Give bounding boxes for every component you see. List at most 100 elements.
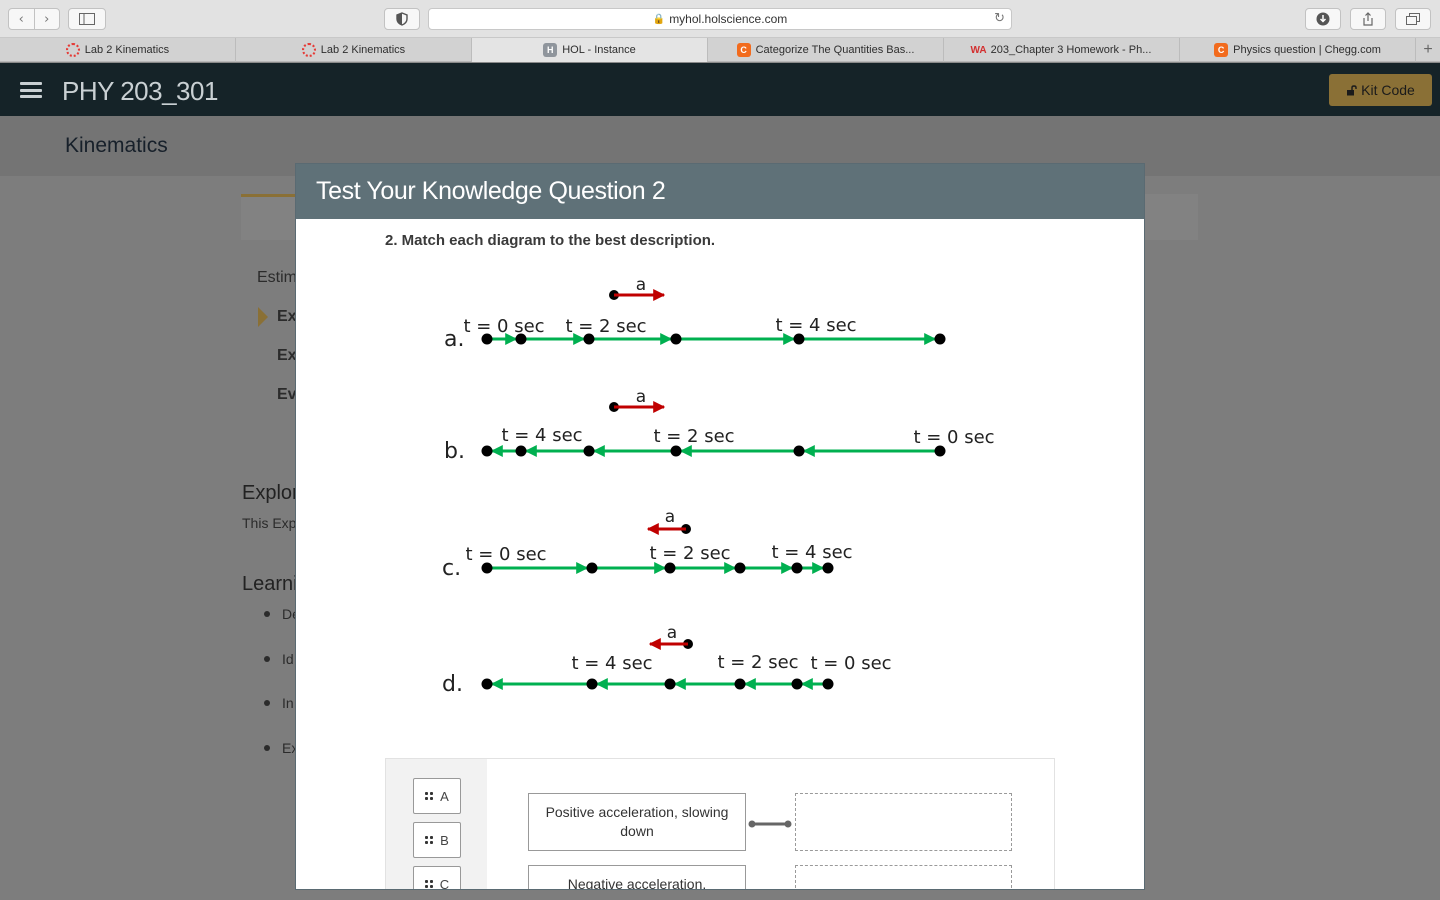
- position-dot: [515, 445, 527, 457]
- share-icon[interactable]: [1350, 8, 1386, 30]
- modal-title: Test Your Knowledge Question 2: [316, 177, 666, 205]
- motion-diagram-a: a. a t = 0 sec t = 2 sec t = 4 sec: [444, 275, 946, 352]
- browser-tab[interactable]: WA 203_Chapter 3 Homework - Ph...: [944, 38, 1180, 62]
- time-label: t = 2 sec: [565, 316, 646, 337]
- time-label: t = 4 sec: [775, 315, 856, 336]
- browser-tab[interactable]: C Categorize The Quantities Bas...: [708, 38, 944, 62]
- learning-item: Ex: [282, 740, 299, 756]
- choice-chip-a[interactable]: A: [413, 778, 461, 814]
- favicon-icon: [65, 43, 80, 57]
- choice-bank: A B C: [386, 759, 487, 890]
- motion-diagram-c: c. a t = 0 sec t = 2 sec t = 4 sec: [442, 507, 853, 581]
- bullet-icon: [264, 745, 270, 751]
- download-icon[interactable]: [1305, 8, 1341, 30]
- section-title: Kinematics: [65, 134, 168, 157]
- question-modal: Test Your Knowledge Question 2 2. Match …: [295, 163, 1145, 890]
- position-dot: [734, 678, 746, 690]
- drag-handle-icon: [425, 792, 434, 800]
- hamburger-menu-icon[interactable]: [20, 82, 42, 98]
- position-dot: [822, 562, 834, 574]
- time-label: t = 2 sec: [653, 426, 734, 447]
- time-label: t = 4 sec: [501, 425, 582, 446]
- time-label: t = 4 sec: [571, 653, 652, 674]
- browser-toolbar: ‹ › 🔒 myhol.holscience.com ↻: [0, 0, 1440, 38]
- nav-item-ev[interactable]: Ev: [277, 386, 297, 403]
- choice-label: C: [439, 876, 450, 890]
- tab-label: Physics question | Chegg.com: [1233, 44, 1381, 56]
- diagram-letter: a.: [444, 327, 464, 352]
- learning-item: Id: [282, 651, 294, 667]
- explore-text: This Exp: [242, 515, 297, 531]
- nav-item-estimate[interactable]: Estim: [257, 269, 297, 286]
- back-button[interactable]: ‹: [9, 9, 35, 29]
- position-dot: [664, 678, 676, 690]
- unlock-icon: [1347, 85, 1357, 96]
- tabs-overview-icon[interactable]: [1395, 8, 1431, 30]
- favicon-icon: [301, 43, 316, 57]
- diagram-letter: b.: [444, 439, 465, 464]
- bullet-icon: [264, 611, 270, 617]
- position-dot: [586, 562, 598, 574]
- position-dot: [734, 562, 746, 574]
- choice-chip-b[interactable]: B: [413, 822, 461, 858]
- description-box: Positive acceleration, slowing down: [528, 793, 746, 851]
- tab-bar: Lab 2 Kinematics Lab 2 Kinematics H HOL - I…: [0, 38, 1440, 62]
- reload-icon[interactable]: ↻: [994, 11, 1005, 26]
- drop-zone[interactable]: [795, 865, 1012, 889]
- tab-label: Lab 2 Kinematics: [320, 44, 406, 56]
- nav-item-ex1[interactable]: Ex: [277, 308, 297, 325]
- kit-code-button[interactable]: Kit Code: [1329, 74, 1432, 106]
- acceleration-label: a: [665, 507, 675, 527]
- diagram-letter: c.: [442, 556, 461, 581]
- new-tab-button[interactable]: +: [1423, 40, 1433, 58]
- position-dot: [793, 445, 805, 457]
- acceleration-label: a: [636, 387, 646, 407]
- position-dot: [515, 333, 527, 345]
- progress-accent: [241, 194, 296, 197]
- nav-item-ex2[interactable]: Ex: [277, 347, 297, 364]
- motion-diagram-d: d. a t = 4 sec t = 2 sec t = 0 sec: [442, 623, 892, 697]
- drag-handle-icon: [424, 880, 433, 888]
- time-label: t = 0 sec: [465, 544, 546, 565]
- course-title: PHY 203_301: [62, 76, 218, 106]
- current-item-marker-icon: [258, 307, 268, 327]
- time-label: t = 2 sec: [649, 543, 730, 564]
- position-dot: [481, 333, 493, 345]
- favicon-icon: H: [543, 43, 558, 57]
- privacy-shield-icon[interactable]: [384, 8, 420, 30]
- browser-tab[interactable]: C Physics question | Chegg.com: [1180, 38, 1416, 62]
- browser-tab[interactable]: H HOL - Instance: [472, 38, 708, 62]
- time-label: t = 2 sec: [717, 652, 798, 673]
- kit-code-label: Kit Code: [1361, 82, 1415, 98]
- position-dot: [481, 562, 493, 574]
- position-dot: [481, 445, 493, 457]
- choice-chip-c[interactable]: C: [413, 866, 461, 890]
- position-dot: [481, 678, 493, 690]
- diagram-letter: d.: [442, 672, 463, 697]
- description-box: Negative acceleration,: [528, 865, 746, 889]
- position-dot: [670, 333, 682, 345]
- address-bar[interactable]: 🔒 myhol.holscience.com ↻: [428, 8, 1012, 30]
- bullet-icon: [264, 700, 270, 706]
- tab-label: Lab 2 Kinematics: [84, 44, 170, 56]
- bullet-icon: [264, 656, 270, 662]
- explore-heading: Explor: [242, 482, 299, 504]
- forward-button[interactable]: ›: [44, 11, 50, 27]
- url-text: myhol.holscience.com: [669, 12, 788, 26]
- time-label: t = 4 sec: [771, 542, 852, 563]
- browser-tab[interactable]: Lab 2 Kinematics: [236, 38, 472, 62]
- position-dot: [583, 333, 595, 345]
- tab-label: 203_Chapter 3 Homework - Ph...: [990, 44, 1152, 56]
- position-dot: [822, 678, 834, 690]
- time-label: t = 0 sec: [913, 427, 994, 448]
- sidebar-toggle-icon[interactable]: [68, 8, 106, 30]
- browser-tab[interactable]: Lab 2 Kinematics: [0, 38, 236, 62]
- matching-area: A B C Positive acceleration, slowing dow…: [385, 758, 1055, 890]
- connector-icon: [748, 820, 792, 828]
- nav-buttons: ‹ ›: [8, 8, 60, 30]
- choice-label: B: [440, 832, 449, 848]
- drop-zone[interactable]: [795, 793, 1012, 851]
- position-dot: [793, 333, 805, 345]
- time-label: t = 0 sec: [463, 316, 544, 337]
- acceleration-label: a: [636, 275, 646, 295]
